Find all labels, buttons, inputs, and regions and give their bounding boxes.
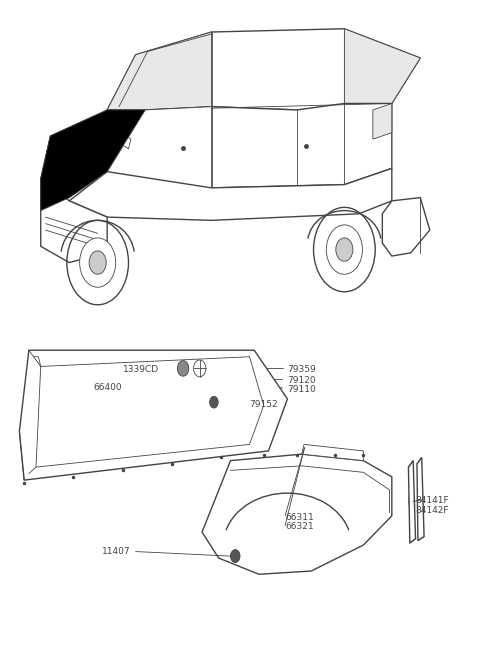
Text: 11407: 11407 — [102, 547, 131, 556]
Circle shape — [210, 396, 218, 408]
Text: 84142F: 84142F — [416, 506, 449, 515]
Circle shape — [326, 225, 362, 274]
Text: 79120: 79120 — [288, 376, 316, 385]
Text: 66311: 66311 — [285, 513, 314, 521]
Text: 1339CD: 1339CD — [123, 365, 159, 374]
Polygon shape — [202, 454, 392, 574]
Circle shape — [178, 361, 189, 376]
Polygon shape — [408, 460, 416, 543]
Polygon shape — [344, 29, 420, 103]
Polygon shape — [301, 444, 363, 460]
Circle shape — [230, 550, 240, 563]
Text: 84141F: 84141F — [416, 496, 449, 506]
Text: 79152: 79152 — [250, 400, 278, 409]
Polygon shape — [41, 178, 107, 263]
Text: 79110: 79110 — [288, 385, 316, 394]
Circle shape — [80, 238, 116, 288]
Polygon shape — [373, 103, 392, 139]
Polygon shape — [107, 32, 212, 110]
Polygon shape — [107, 107, 212, 191]
Polygon shape — [69, 168, 392, 220]
Polygon shape — [46, 162, 69, 178]
Polygon shape — [41, 110, 107, 211]
Polygon shape — [19, 350, 288, 480]
Circle shape — [336, 238, 353, 261]
Polygon shape — [107, 103, 392, 191]
Polygon shape — [41, 110, 145, 211]
Polygon shape — [383, 198, 430, 256]
Polygon shape — [417, 457, 424, 540]
Text: 79359: 79359 — [288, 365, 316, 374]
Polygon shape — [107, 29, 420, 110]
Text: 66321: 66321 — [285, 523, 314, 531]
Circle shape — [89, 251, 106, 274]
Polygon shape — [119, 133, 131, 149]
Text: 66400: 66400 — [93, 383, 121, 392]
